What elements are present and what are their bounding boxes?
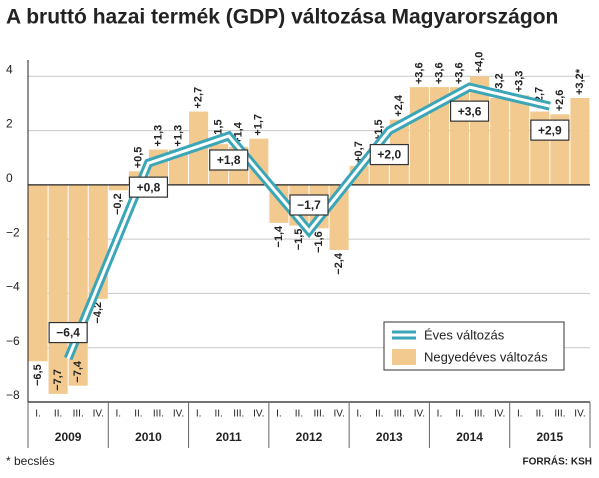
x-tick-label: III. xyxy=(394,409,405,420)
x-tick-label: II. xyxy=(215,409,223,420)
value-box xyxy=(289,194,329,216)
group-label: 2009 xyxy=(55,430,82,444)
value-label: +2,0 xyxy=(377,148,401,162)
note: * becslés xyxy=(6,454,55,468)
legend-label: Negyedéves változás xyxy=(424,349,548,364)
bar-label: +1,3 xyxy=(152,125,164,147)
y-tick-label: −4 xyxy=(6,280,20,294)
bar-label: +3,3 xyxy=(514,71,526,93)
y-tick-label: 0 xyxy=(6,171,13,185)
value-label: +1,8 xyxy=(217,153,241,167)
x-tick-label: IV. xyxy=(173,409,184,420)
bar xyxy=(28,184,48,362)
source: FORRÁS: KSH xyxy=(523,455,592,468)
x-tick-label: II. xyxy=(134,409,142,420)
x-tick-label: III. xyxy=(554,409,565,420)
x-tick-label: II. xyxy=(536,409,544,420)
x-tick-label: II. xyxy=(295,409,303,420)
bar xyxy=(510,95,530,185)
bar-label: −6,5 xyxy=(32,364,44,386)
bar xyxy=(429,87,449,185)
y-tick-label: −8 xyxy=(6,388,20,402)
bar xyxy=(48,184,68,394)
value-label: +0,8 xyxy=(137,180,161,194)
x-tick-label: I. xyxy=(196,409,202,420)
y-tick-label: −2 xyxy=(6,225,20,239)
x-tick-label: III. xyxy=(233,409,244,420)
x-tick-label: III. xyxy=(153,409,164,420)
x-tick-label: IV. xyxy=(253,409,264,420)
group-label: 2015 xyxy=(537,430,564,444)
x-tick-label: IV. xyxy=(93,409,104,420)
group-label: 2011 xyxy=(216,430,242,444)
value-label: +2,9 xyxy=(538,123,562,137)
x-tick-label: IV. xyxy=(333,409,344,420)
x-tick-label: I. xyxy=(35,409,41,420)
bar-label: −0,2 xyxy=(112,193,124,215)
x-tick-label: II. xyxy=(375,409,383,420)
bar xyxy=(570,98,590,185)
bar-label: +3,6 xyxy=(453,62,465,84)
bar-label: +3,6 xyxy=(413,62,425,84)
x-tick-label: IV. xyxy=(574,409,585,420)
bar-label: +1,3 xyxy=(172,125,184,147)
x-tick-label: IV. xyxy=(414,409,425,420)
x-tick-label: II. xyxy=(455,409,463,420)
value-label: +3,6 xyxy=(458,104,482,118)
legend-swatch xyxy=(392,349,416,365)
x-tick-label: III. xyxy=(73,409,84,420)
x-tick-label: IV. xyxy=(494,409,505,420)
line-highlight xyxy=(66,85,551,360)
bar-label: −1,6 xyxy=(313,231,325,253)
group-label: 2012 xyxy=(296,430,323,444)
value-box xyxy=(209,149,249,171)
bar-label: −7,7 xyxy=(52,369,64,391)
legend-label: Éves változás xyxy=(424,327,505,342)
bar-label: +3,6 xyxy=(433,62,445,84)
x-tick-label: III. xyxy=(474,409,485,420)
x-tick-label: I. xyxy=(437,409,443,420)
bar-label: +2,7 xyxy=(193,87,205,109)
group-label: 2010 xyxy=(135,430,162,444)
value-box xyxy=(449,100,490,122)
value-label: −1,7 xyxy=(297,198,321,212)
bar-label: +3,2* xyxy=(574,68,586,95)
bar-label: +4,0 xyxy=(474,52,486,74)
chart-title: A bruttó hazai termék (GDP) változása Ma… xyxy=(6,6,558,29)
value-box xyxy=(128,176,169,198)
bar-label: −7,4 xyxy=(72,360,84,383)
bar-label: −1,4 xyxy=(273,225,285,248)
group-label: 2014 xyxy=(456,430,483,444)
bar-label: +2,4 xyxy=(393,94,405,117)
x-tick-label: I. xyxy=(276,409,282,420)
group-label: 2013 xyxy=(376,430,403,444)
y-tick-label: 2 xyxy=(6,117,13,131)
x-tick-label: I. xyxy=(517,409,523,420)
x-tick-label: I. xyxy=(116,409,122,420)
y-tick-label: 4 xyxy=(6,62,13,76)
bar-label: −1,5 xyxy=(293,229,305,251)
bar-label: +0,5 xyxy=(132,147,144,169)
x-tick-label: III. xyxy=(313,409,324,420)
value-box xyxy=(48,321,88,344)
bar xyxy=(108,184,128,191)
value-box xyxy=(369,143,409,166)
x-tick-label: II. xyxy=(54,409,62,420)
value-label: −6,4 xyxy=(56,326,80,340)
value-box xyxy=(530,119,570,141)
y-tick-label: −6 xyxy=(6,334,20,348)
bar-label: +2,6 xyxy=(554,90,566,112)
bar-label: −2,4 xyxy=(333,252,345,275)
bar xyxy=(409,87,429,185)
bar xyxy=(490,98,510,185)
bar-label: −4,2 xyxy=(92,302,104,324)
bar-label: +1,7 xyxy=(253,114,265,136)
x-tick-label: I. xyxy=(356,409,362,420)
